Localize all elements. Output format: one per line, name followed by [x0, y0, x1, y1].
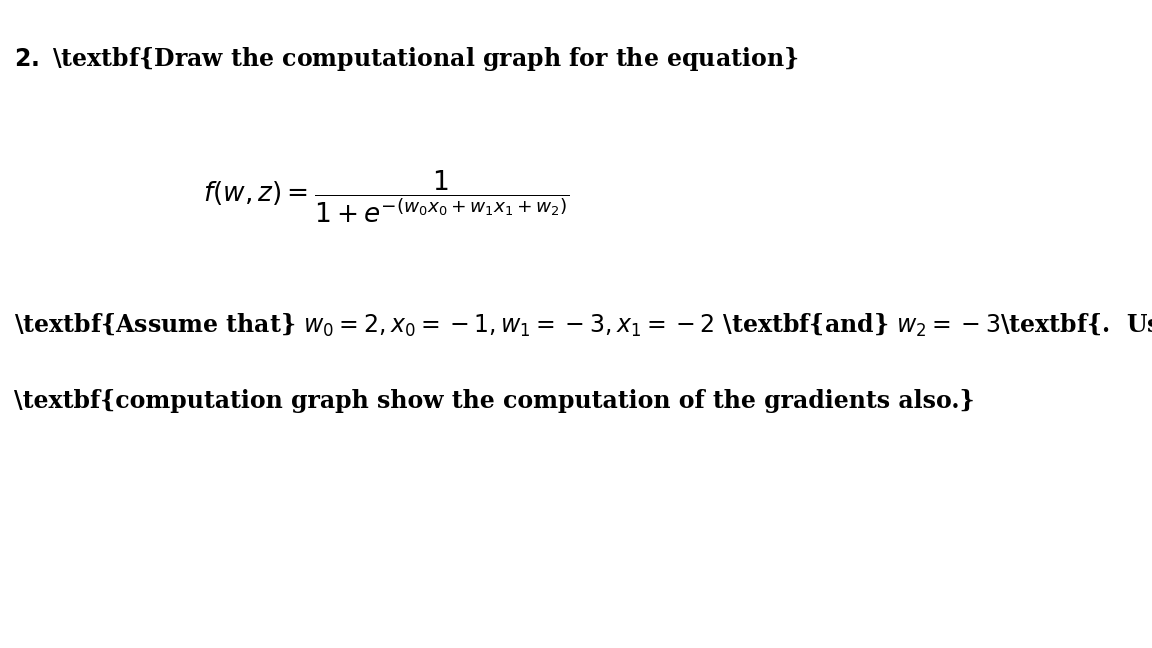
Text: \textbf{computation graph show the computation of the gradients also.}: \textbf{computation graph show the compu… — [14, 389, 975, 413]
Text: $f(w, z) = \dfrac{1}{1 + e^{-(w_0x_0 + w_1x_1 + w_2)}}$: $f(w, z) = \dfrac{1}{1 + e^{-(w_0x_0 + w… — [204, 168, 570, 226]
Text: \textbf{Assume that} $w_0 = 2, x_0 = -1, w_1 = -3, x_1 = -2$ \textbf{and} $w_2 =: \textbf{Assume that} $w_0 = 2, x_0 = -1,… — [14, 311, 1152, 339]
Text: $\mathbf{2.}$ \textbf{Draw the computational graph for the equation}: $\mathbf{2.}$ \textbf{Draw the computati… — [14, 45, 798, 73]
